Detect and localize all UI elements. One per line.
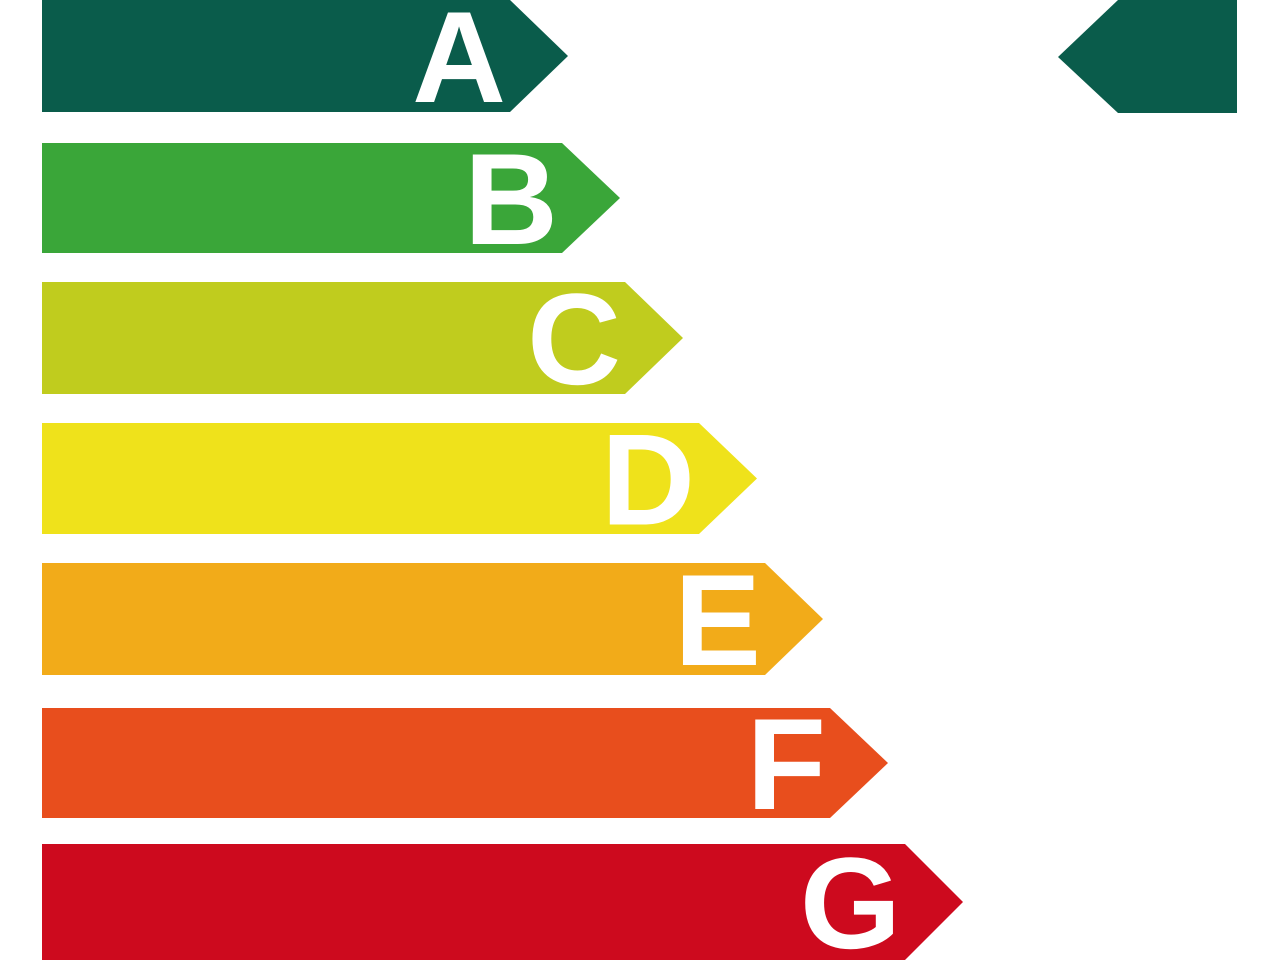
current-rating-indicator-arrow (1058, 0, 1237, 113)
rating-letter-D: D (601, 407, 695, 553)
rating-bar-A (42, 0, 568, 112)
rating-letter-C: C (527, 266, 621, 412)
rating-letter-E: E (674, 547, 761, 693)
rating-bar-C (42, 282, 683, 394)
rating-bar-G (42, 844, 963, 960)
rating-bar-F (42, 708, 888, 818)
rating-letter-F: F (747, 691, 826, 837)
rating-letter-B: B (464, 126, 558, 272)
rating-letter-G: G (800, 830, 901, 960)
rating-bar-E (42, 563, 823, 675)
rating-letter-A: A (412, 0, 506, 130)
rating-bar-B (42, 143, 620, 253)
rating-bar-D (42, 423, 757, 534)
